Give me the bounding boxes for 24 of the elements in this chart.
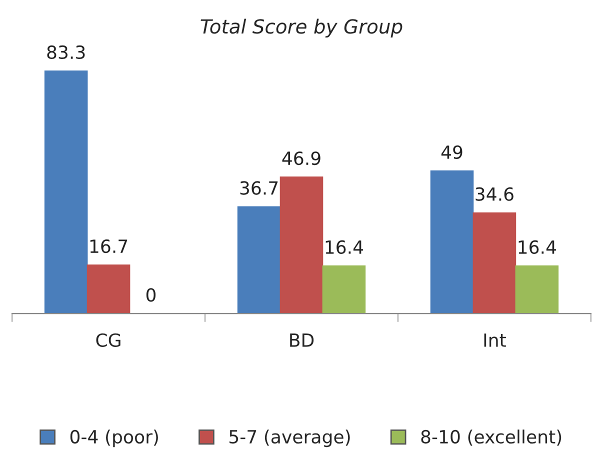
bar (472, 212, 516, 314)
data-label: 46.9 (282, 151, 320, 166)
data-label: 16.4 (326, 240, 364, 254)
chart-title: Total Score by Group (200, 18, 402, 38)
x-tick-label: Int (484, 334, 506, 347)
data-label: 49 (441, 145, 462, 159)
legend-label: 0-4 (poor) (70, 430, 158, 448)
bar (237, 206, 281, 314)
data-label: 0 (146, 288, 156, 302)
legend-label: 5-7 (average) (230, 430, 350, 448)
bar (515, 265, 559, 314)
x-tick-label: BD (290, 334, 314, 347)
bar (86, 264, 130, 314)
bar (44, 70, 88, 314)
bar (430, 170, 474, 314)
bar (280, 176, 324, 314)
data-label: 83.3 (47, 45, 85, 60)
data-label: 36.7 (240, 181, 278, 195)
data-label: 34.6 (476, 187, 514, 201)
bar (322, 265, 366, 314)
data-label: 16.7 (90, 239, 128, 254)
data-label: 16.4 (518, 240, 556, 254)
legend-label: 8-10 (excellent) (421, 430, 562, 446)
x-tick-label: CG (96, 333, 120, 347)
